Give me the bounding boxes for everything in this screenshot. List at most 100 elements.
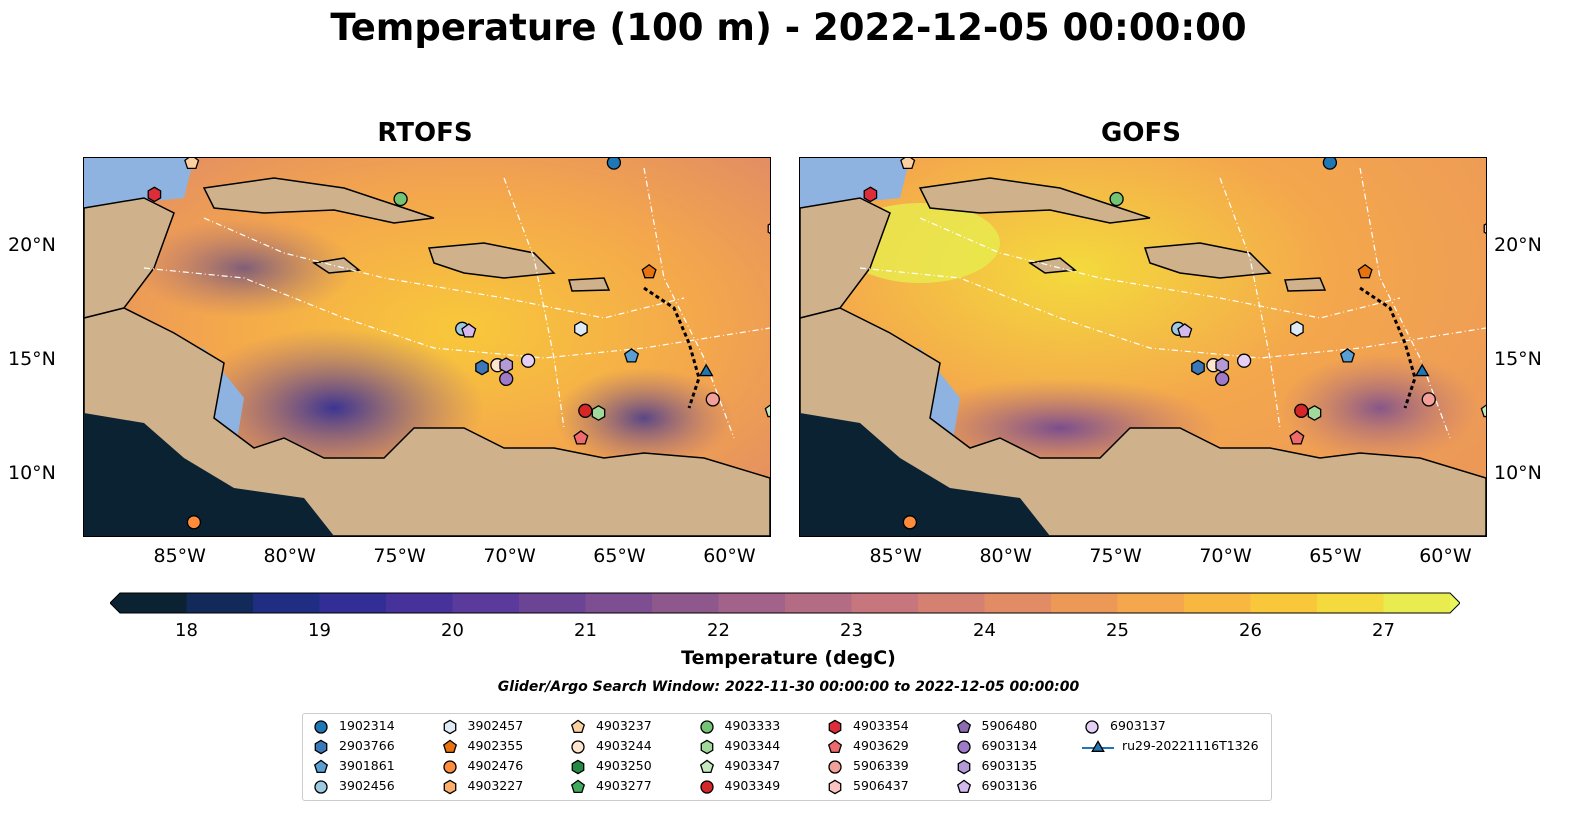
legend-marker-icon [827, 739, 843, 753]
legend-marker-icon [828, 779, 842, 794]
float-marker-4902355[interactable] [641, 263, 657, 279]
legend-label: 4903344 [724, 738, 781, 753]
float-marker-1902314[interactable] [606, 158, 622, 170]
float-marker-4903237[interactable] [900, 158, 916, 170]
colorbar-tick-label: 27 [1372, 620, 1395, 641]
lat-tick-label: 10°N [8, 461, 56, 484]
legend-item-5906339: 5906339 [825, 756, 909, 776]
float-marker-5906339[interactable] [705, 392, 720, 407]
float-marker-4903344[interactable] [1307, 405, 1322, 421]
colorbar-tick-label: 24 [973, 620, 996, 641]
colorbar-tick-label: 23 [840, 620, 863, 641]
float-marker-4903629[interactable] [1289, 430, 1305, 445]
puerto-rico-land [1284, 277, 1327, 292]
legend-marker-icon [313, 759, 329, 773]
float-marker-6903134[interactable] [1215, 371, 1230, 387]
float-marker-6903137[interactable] [1236, 353, 1252, 368]
colorbar-tick-label: 18 [175, 620, 198, 641]
gofs-map[interactable] [799, 157, 1487, 537]
float-marker-6903134[interactable] [499, 371, 514, 387]
float-marker-4903354[interactable] [863, 186, 878, 203]
float-marker-6903136[interactable] [1177, 323, 1193, 338]
float-marker-6903135[interactable] [1215, 357, 1230, 374]
legend-label: 4903333 [724, 718, 781, 733]
legend-label: 6903135 [981, 758, 1038, 773]
float-marker-4902476[interactable] [186, 515, 202, 530]
float-marker-3901861[interactable] [623, 348, 640, 363]
legend-item-6903137: 6903137 [1082, 716, 1166, 736]
float-marker-4902476[interactable] [902, 515, 918, 530]
colorbar-tick-label: 21 [574, 620, 597, 641]
legend-marker-icon [956, 779, 971, 793]
float-marker-2903766[interactable] [1191, 359, 1205, 376]
float-marker-4903349[interactable] [1294, 403, 1309, 418]
legend-marker-icon [828, 759, 842, 774]
float-marker-4903344[interactable] [591, 405, 606, 421]
legend-item-3901861: 3901861 [311, 756, 395, 776]
colorbar-bin [785, 593, 852, 613]
float-marker-6903137[interactable] [520, 353, 536, 368]
pacific-deep [84, 413, 334, 536]
float-marker-4903354[interactable] [147, 186, 162, 203]
colorbar-bin [253, 593, 320, 613]
float-marker-1902314[interactable] [1322, 158, 1338, 170]
colorbar-bin [1184, 593, 1251, 613]
legend-marker-icon [443, 719, 456, 734]
panel-title-gofs: GOFS [1101, 118, 1181, 148]
legend-marker-icon [699, 759, 714, 773]
legend-label: 4903250 [596, 758, 652, 773]
rtofs-map[interactable] [83, 157, 771, 537]
float-marker-6903136[interactable] [461, 323, 477, 338]
float-marker-6903135[interactable] [499, 357, 514, 374]
float-marker-5906437[interactable] [767, 221, 770, 235]
lon-tick-label: 60°W [703, 545, 756, 567]
colorbar-bin [984, 593, 1052, 613]
colorbar-over-arrow [1450, 593, 1460, 613]
lat-tick-label: 20°N [1494, 233, 1542, 256]
float-marker-5906339[interactable] [1421, 392, 1436, 407]
yucatan-land [84, 197, 175, 319]
cool-eddy [134, 218, 354, 318]
eez-boundary [203, 217, 685, 319]
shelf-water [84, 158, 194, 208]
jamaica-land [1028, 257, 1077, 274]
lon-tick-label: 75°W [373, 545, 426, 567]
lat-tick-label: 15°N [8, 347, 56, 370]
float-marker-3902457[interactable] [1290, 320, 1304, 337]
legend-label: 4903277 [596, 778, 652, 793]
float-marker-4903347[interactable] [764, 404, 770, 418]
search-window-text: Glider/Argo Search Window: 2022-11-30 00… [497, 679, 1080, 695]
float-marker-ru29-20221116T1326[interactable] [1414, 363, 1430, 377]
lon-tick-label: 65°W [1309, 545, 1362, 567]
legend-label: 4903354 [853, 718, 909, 733]
colorbar-under-arrow [110, 593, 120, 613]
colorbar-bin [585, 593, 653, 613]
float-marker-3902457[interactable] [574, 320, 588, 337]
cool-eddy [554, 368, 734, 468]
float-marker-3901861[interactable] [1339, 348, 1356, 363]
float-marker-4903347[interactable] [1480, 404, 1486, 418]
legend-marker-icon [1082, 739, 1114, 752]
colorbar-bin [1383, 593, 1451, 613]
colorbar-bin [918, 593, 985, 613]
legend-label: 6903137 [1110, 718, 1166, 733]
float-marker-4902355[interactable] [1357, 263, 1373, 279]
legend-item-4903333: 4903333 [697, 716, 781, 736]
float-marker-5906437[interactable] [1483, 221, 1486, 235]
float-marker-4903629[interactable] [573, 430, 589, 445]
float-marker-ru29-20221116T1326[interactable] [698, 363, 714, 377]
colorbar-bin [1317, 593, 1384, 613]
legend-marker-icon [314, 779, 328, 794]
legend-item-4903277: 4903277 [568, 776, 652, 796]
float-marker-4903349[interactable] [578, 403, 593, 418]
legend-label: 4903347 [724, 758, 781, 773]
legend-item-4903629: 4903629 [825, 736, 909, 756]
legend-item-5906437: 5906437 [825, 776, 909, 796]
legend: 1902314 2903766 3901861 3902456 3902457 49023… [302, 713, 1272, 801]
legend-label: 5906339 [853, 758, 909, 773]
float-marker-2903766[interactable] [475, 359, 489, 376]
float-marker-4903237[interactable] [184, 158, 200, 170]
float-marker-4903333[interactable] [1109, 191, 1124, 207]
legend-label: 4903244 [596, 738, 652, 753]
float-marker-4903333[interactable] [393, 191, 408, 207]
